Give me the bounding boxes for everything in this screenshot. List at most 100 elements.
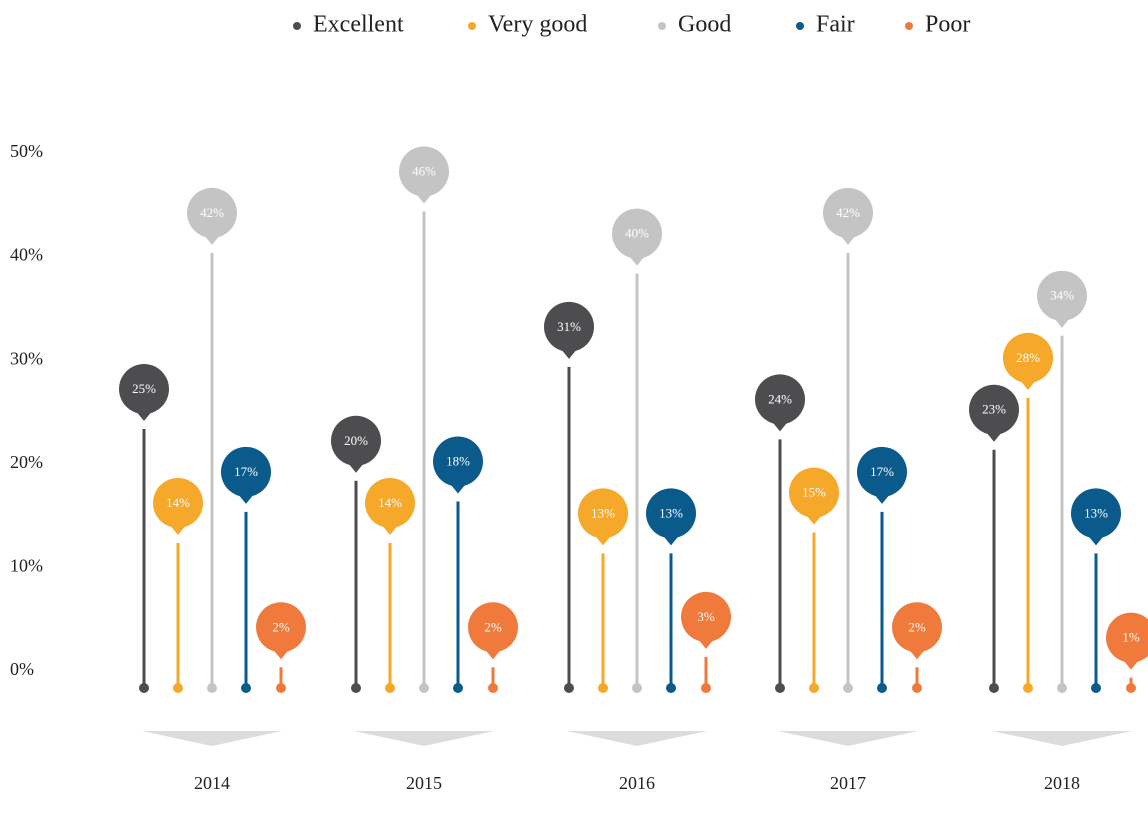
stick-dot <box>351 683 361 693</box>
bubble <box>612 208 662 259</box>
data-label: 28% <box>1016 350 1040 365</box>
bubble <box>857 446 907 497</box>
chevron <box>567 731 707 746</box>
x-tick-label: 2014 <box>194 773 230 793</box>
stick-dot <box>632 683 642 693</box>
stick-dot <box>173 683 183 693</box>
bubble <box>365 477 415 528</box>
bubble <box>331 415 381 466</box>
stick-dot <box>564 683 574 693</box>
data-label: 13% <box>659 505 683 520</box>
bubble <box>892 602 942 653</box>
data-label: 13% <box>1084 505 1108 520</box>
y-tick-label: 20% <box>10 452 43 472</box>
stick-dot <box>453 683 463 693</box>
legend-label: Fair <box>816 12 855 38</box>
chevron <box>354 731 494 746</box>
y-tick-label: 0% <box>10 659 34 679</box>
bubble <box>468 602 518 653</box>
stick-dot <box>207 683 217 693</box>
legend-dot <box>658 22 666 30</box>
bubble <box>119 364 169 414</box>
y-tick-label: 40% <box>10 245 43 265</box>
y-tick-label: 50% <box>10 141 43 161</box>
data-label: 2% <box>908 619 926 634</box>
data-label: 17% <box>870 464 894 479</box>
legend-label: Very good <box>488 12 587 38</box>
data-label: 46% <box>412 163 436 178</box>
bubble <box>433 436 483 487</box>
stick-dot <box>385 683 395 693</box>
bubble <box>1037 270 1087 321</box>
chevron <box>778 731 918 746</box>
stick-dot <box>419 683 429 693</box>
y-tick-label: 30% <box>10 348 43 368</box>
data-label: 14% <box>378 495 402 510</box>
stick-dot <box>1126 683 1136 693</box>
stick-dot <box>1023 683 1033 693</box>
bubble <box>969 384 1019 435</box>
bubble <box>681 591 731 642</box>
stick-dot <box>877 683 887 693</box>
bubble <box>399 146 449 197</box>
stick-dot <box>701 683 711 693</box>
stick-dot <box>666 683 676 693</box>
data-label: 15% <box>802 485 826 500</box>
data-label: 42% <box>200 205 224 220</box>
bubble <box>221 446 271 497</box>
data-label: 13% <box>591 505 615 520</box>
legend-dot <box>796 22 804 30</box>
x-tick-label: 2015 <box>406 773 442 793</box>
stick-dot <box>598 683 608 693</box>
bubble <box>544 301 594 352</box>
bubble <box>823 187 873 238</box>
bubble <box>1071 488 1121 539</box>
legend-label: Good <box>678 12 731 38</box>
data-label: 14% <box>166 495 190 510</box>
stick-dot <box>488 683 498 693</box>
stick-dot <box>139 683 149 693</box>
stick-dot <box>989 683 999 693</box>
legend-dot <box>905 22 913 30</box>
data-label: 2% <box>272 619 290 634</box>
bubble <box>755 374 805 425</box>
data-label: 42% <box>836 205 860 220</box>
data-label: 1% <box>1122 630 1140 645</box>
x-tick-label: 2018 <box>1044 773 1080 793</box>
stick-dot <box>809 683 819 693</box>
y-tick-label: 10% <box>10 556 43 576</box>
data-label: 34% <box>1050 288 1074 303</box>
data-label: 18% <box>446 454 470 469</box>
stick-dot <box>1057 683 1067 693</box>
legend-label: Excellent <box>313 12 404 38</box>
stick-dot <box>241 683 251 693</box>
bubble <box>256 602 306 653</box>
stick-dot <box>912 683 922 693</box>
stick-dot <box>276 683 286 693</box>
stick-dot <box>1091 683 1101 693</box>
data-label: 23% <box>982 402 1006 417</box>
bubble <box>153 477 203 528</box>
data-label: 20% <box>344 433 368 448</box>
data-label: 3% <box>697 609 715 624</box>
bubble <box>578 488 628 539</box>
stick-dot <box>775 683 785 693</box>
x-tick-label: 2017 <box>830 773 866 793</box>
bubble <box>646 488 696 539</box>
data-label: 17% <box>234 464 258 479</box>
data-label: 24% <box>768 391 792 406</box>
bubble <box>1106 612 1148 663</box>
legend-label: Poor <box>925 12 970 38</box>
legend-dot <box>293 22 301 30</box>
stick-dot <box>843 683 853 693</box>
data-label: 31% <box>557 319 581 334</box>
data-label: 2% <box>484 619 502 634</box>
data-label: 40% <box>625 226 649 241</box>
bubble <box>187 187 237 238</box>
x-tick-label: 2016 <box>619 773 655 793</box>
legend-dot <box>468 22 476 30</box>
bubble <box>1003 332 1053 383</box>
chevron <box>142 731 282 746</box>
chevron <box>992 731 1132 746</box>
